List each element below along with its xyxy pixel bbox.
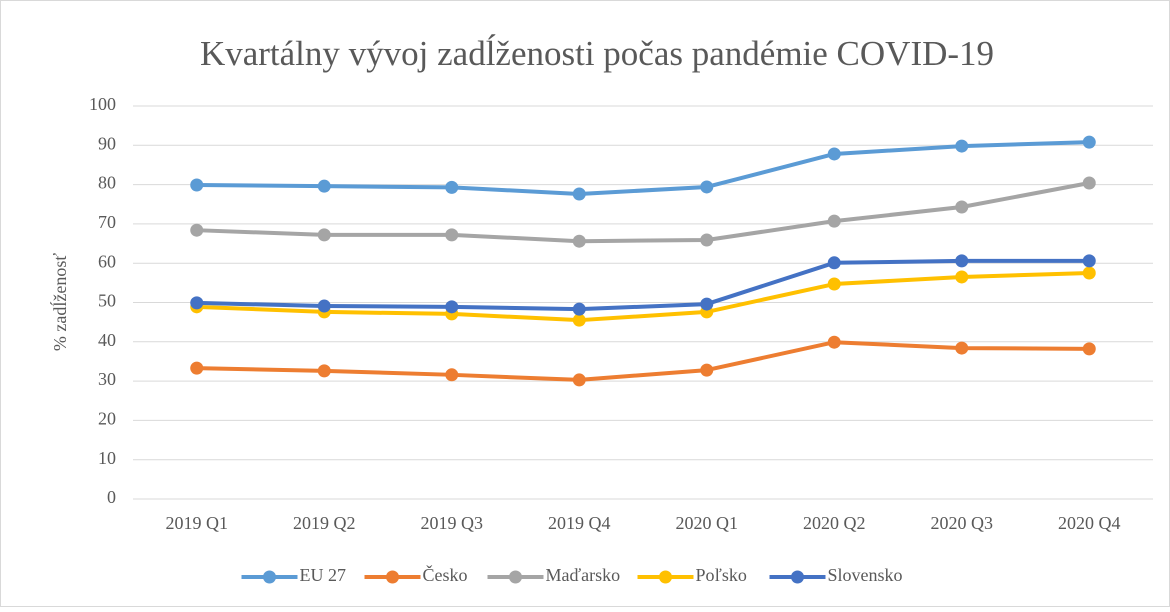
x-tick-label: 2020 Q2	[803, 513, 866, 533]
series-line	[196, 271, 1090, 323]
legend-label: Česko	[423, 564, 468, 585]
data-point	[827, 147, 841, 161]
data-point	[955, 200, 969, 214]
x-tick-label: 2019 Q1	[166, 513, 229, 533]
data-point	[317, 228, 331, 242]
data-point	[955, 139, 969, 153]
y-tick-label: 70	[98, 212, 116, 232]
data-point	[190, 223, 204, 237]
y-tick-label: 0	[107, 487, 116, 507]
legend-label: Slovensko	[828, 565, 903, 585]
data-point	[572, 187, 586, 201]
legend-marker	[386, 570, 399, 584]
data-point	[190, 361, 204, 375]
data-point	[1082, 266, 1096, 280]
data-point	[827, 277, 841, 291]
x-tick-label: 2019 Q3	[421, 513, 484, 533]
legend-label: EU 27	[300, 565, 347, 585]
y-axis-label: % zadĺženosť	[49, 253, 70, 351]
y-tick-label: 90	[98, 133, 116, 153]
x-tick-label: 2020 Q1	[676, 513, 739, 533]
y-tick-label: 60	[98, 251, 116, 271]
data-point	[317, 299, 331, 313]
y-tick-label: 10	[98, 448, 116, 468]
series-line	[196, 181, 1090, 244]
data-point	[955, 270, 969, 284]
data-point	[700, 363, 714, 377]
legend-marker	[263, 570, 276, 584]
x-tick-label: 2020 Q4	[1058, 513, 1121, 533]
legend-label: Poľsko	[696, 565, 747, 585]
data-point	[572, 302, 586, 316]
data-point	[445, 228, 459, 242]
series-line	[196, 258, 1090, 312]
data-point	[445, 368, 459, 382]
y-tick-label: 30	[98, 369, 116, 389]
data-point	[700, 233, 714, 247]
data-point	[572, 313, 586, 327]
legend-marker	[659, 570, 672, 584]
data-point	[572, 373, 586, 387]
y-tick-label: 50	[98, 291, 116, 311]
data-point	[827, 256, 841, 270]
data-point	[445, 180, 459, 194]
data-point	[445, 300, 459, 314]
y-tick-label: 20	[98, 409, 116, 429]
data-point	[190, 296, 204, 310]
series-line	[196, 140, 1090, 197]
data-point	[1082, 342, 1096, 356]
legend-label: Maďarsko	[546, 565, 621, 585]
y-tick-label: 40	[98, 330, 116, 350]
chart-title: Kvartálny vývoj zadĺženosti počas pandém…	[200, 33, 994, 73]
x-tick-label: 2020 Q3	[931, 513, 994, 533]
data-point	[317, 179, 331, 193]
legend-marker	[509, 570, 522, 584]
data-point	[1082, 254, 1096, 268]
data-point	[572, 234, 586, 248]
data-point	[827, 335, 841, 349]
data-point	[827, 214, 841, 228]
series-line	[196, 340, 1090, 382]
data-point	[317, 364, 331, 378]
data-point	[700, 297, 714, 311]
x-tick-label: 2019 Q4	[548, 513, 611, 533]
legend-marker	[791, 570, 804, 584]
data-point	[955, 341, 969, 355]
y-tick-label: 100	[89, 94, 116, 114]
data-point	[1082, 176, 1096, 190]
data-point	[955, 254, 969, 268]
x-tick-label: 2019 Q2	[293, 513, 356, 533]
y-tick-label: 80	[98, 173, 116, 193]
data-point	[190, 178, 204, 192]
data-point	[700, 180, 714, 194]
data-point	[1082, 135, 1096, 149]
